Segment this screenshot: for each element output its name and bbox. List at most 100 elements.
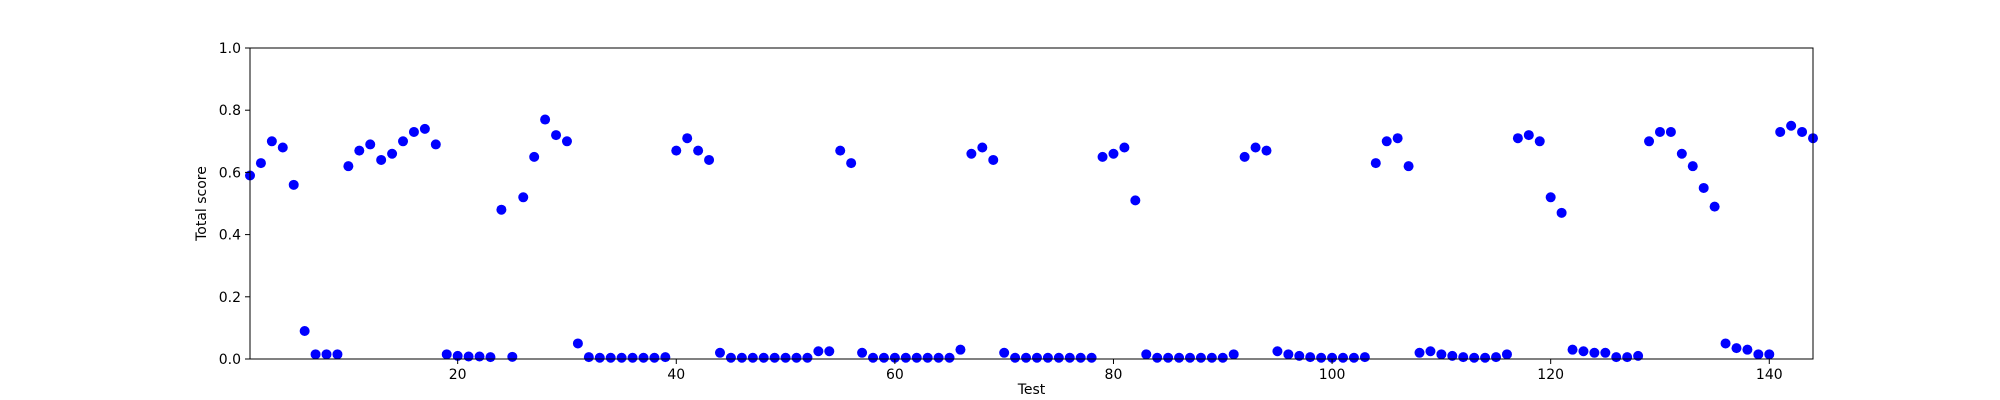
data-point	[1458, 352, 1469, 363]
data-point	[649, 352, 660, 363]
data-point	[1545, 192, 1556, 203]
data-point	[824, 346, 835, 357]
data-points	[245, 114, 1818, 363]
data-point	[966, 148, 977, 159]
data-point	[1687, 161, 1698, 172]
x-axis-label: Test	[1017, 382, 1046, 398]
data-point	[671, 145, 682, 156]
data-point	[1425, 346, 1436, 357]
data-point	[1611, 352, 1622, 363]
data-point	[944, 352, 955, 363]
data-point	[1348, 352, 1359, 363]
data-point	[1031, 352, 1042, 363]
data-point	[332, 349, 343, 360]
data-point	[1753, 349, 1764, 360]
data-point	[354, 145, 365, 156]
y-tick-label: 1.0	[219, 41, 241, 57]
data-point	[1086, 352, 1097, 363]
data-point	[802, 352, 813, 363]
data-point	[1600, 347, 1611, 358]
data-point	[1556, 207, 1567, 218]
data-point	[1644, 136, 1655, 147]
data-point	[408, 126, 419, 137]
data-point	[1436, 349, 1447, 360]
data-point	[616, 352, 627, 363]
data-point	[1283, 349, 1294, 360]
data-point	[1491, 352, 1502, 363]
data-point	[398, 136, 409, 147]
data-point	[693, 145, 704, 156]
data-point	[758, 352, 769, 363]
data-point	[1786, 120, 1797, 131]
data-point	[1305, 352, 1316, 363]
data-point	[299, 326, 310, 337]
data-point	[638, 352, 649, 363]
data-point	[725, 352, 736, 363]
data-point	[1338, 352, 1349, 363]
data-point	[1676, 148, 1687, 159]
data-point	[988, 154, 999, 165]
x-axis-ticks: 20 40 60 80 100 120 140	[449, 359, 1783, 383]
data-point	[1119, 142, 1130, 153]
data-point	[1709, 201, 1720, 212]
data-point	[572, 338, 583, 349]
data-point	[540, 114, 551, 125]
data-point	[1370, 158, 1381, 169]
data-point	[583, 352, 594, 363]
data-point	[255, 158, 266, 169]
data-point	[376, 154, 387, 165]
data-point	[321, 349, 332, 360]
data-point	[1163, 352, 1174, 363]
y-tick-label: 0.8	[219, 103, 241, 119]
data-point	[1414, 347, 1425, 358]
data-point	[266, 136, 277, 147]
data-point	[463, 351, 474, 362]
x-tick-label: 20	[449, 367, 467, 383]
data-point	[846, 158, 857, 169]
data-point	[1665, 126, 1676, 137]
data-point	[889, 352, 900, 363]
data-point	[1720, 338, 1731, 349]
data-point	[1534, 136, 1545, 147]
data-point	[769, 352, 780, 363]
data-point	[551, 130, 562, 141]
data-point	[868, 352, 879, 363]
data-point	[933, 352, 944, 363]
data-point	[485, 352, 496, 363]
data-point	[518, 192, 529, 203]
data-point	[1622, 352, 1633, 363]
data-point	[1567, 344, 1578, 355]
data-point	[507, 351, 518, 362]
data-point	[1654, 126, 1665, 137]
data-point	[1130, 195, 1141, 206]
data-point	[1097, 151, 1108, 162]
data-point	[911, 352, 922, 363]
x-tick-label: 100	[1319, 367, 1346, 383]
data-point	[1174, 352, 1185, 363]
data-point	[561, 136, 572, 147]
data-point	[1206, 352, 1217, 363]
data-point	[1359, 352, 1370, 363]
data-point	[1075, 352, 1086, 363]
data-point	[1633, 350, 1644, 361]
y-tick-label: 0.0	[219, 352, 241, 368]
data-point	[999, 347, 1010, 358]
data-point	[452, 350, 463, 361]
data-point	[277, 142, 288, 153]
data-point	[835, 145, 846, 156]
data-point	[1294, 350, 1305, 361]
data-point	[736, 352, 747, 363]
data-point	[1261, 145, 1272, 156]
data-point	[1053, 352, 1064, 363]
y-axis-label: Total score	[194, 166, 210, 242]
y-axis-ticks: 0.0 0.2 0.4 0.6 0.8 1.0	[219, 41, 250, 368]
data-point	[1184, 352, 1195, 363]
data-point	[1775, 126, 1786, 137]
data-point	[878, 352, 889, 363]
x-tick-label: 120	[1537, 367, 1564, 383]
x-tick-label: 40	[667, 367, 685, 383]
data-point	[1021, 352, 1032, 363]
data-point	[1141, 349, 1152, 360]
